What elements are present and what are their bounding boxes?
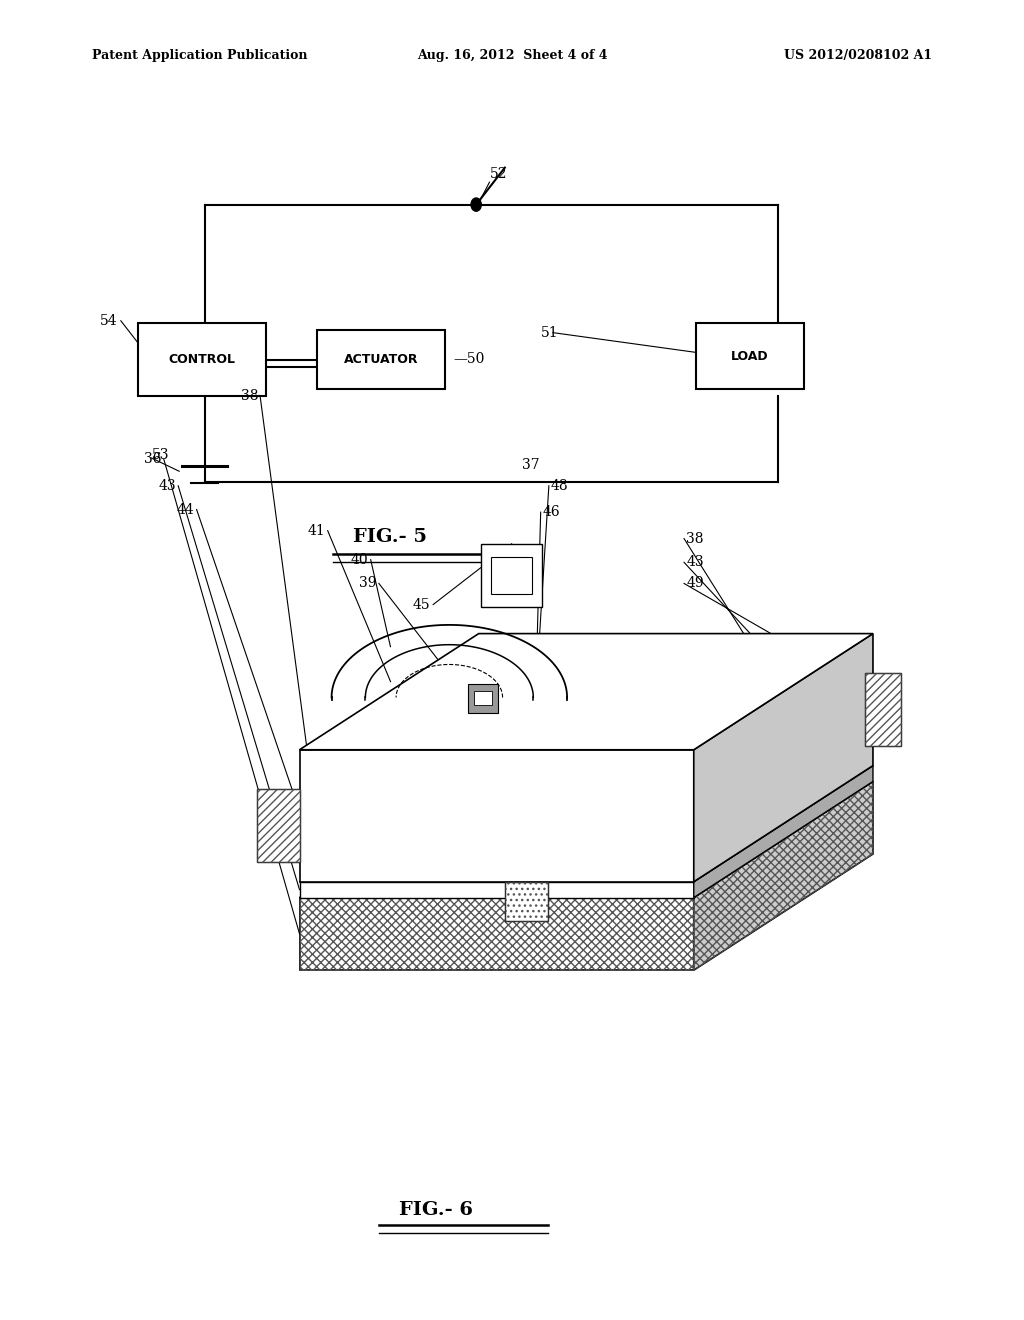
Polygon shape (864, 673, 901, 746)
Text: 49: 49 (686, 577, 703, 590)
Text: 43: 43 (686, 556, 703, 569)
Polygon shape (300, 750, 694, 882)
Polygon shape (694, 781, 872, 970)
Text: LOAD: LOAD (731, 350, 769, 363)
FancyBboxPatch shape (317, 330, 445, 389)
Polygon shape (300, 766, 872, 882)
Polygon shape (505, 882, 548, 921)
Text: 37: 37 (522, 458, 540, 471)
Text: Aug. 16, 2012  Sheet 4 of 4: Aug. 16, 2012 Sheet 4 of 4 (417, 49, 607, 62)
Text: 51: 51 (541, 326, 558, 339)
Circle shape (471, 198, 481, 211)
Text: 41: 41 (308, 524, 326, 537)
Text: 38: 38 (241, 389, 258, 403)
Text: 48: 48 (551, 479, 568, 492)
Text: CONTROL: CONTROL (169, 354, 236, 366)
Polygon shape (300, 882, 694, 898)
Text: 40: 40 (351, 553, 369, 566)
Polygon shape (694, 634, 872, 882)
Text: FIG.- 5: FIG.- 5 (353, 528, 427, 546)
Text: FIG.- 6: FIG.- 6 (399, 1201, 473, 1220)
Text: 39: 39 (359, 577, 377, 590)
Text: 54: 54 (100, 314, 118, 327)
Text: ACTUATOR: ACTUATOR (344, 354, 419, 366)
Polygon shape (300, 634, 872, 750)
Polygon shape (300, 898, 694, 970)
Polygon shape (492, 557, 532, 594)
Text: Patent Application Publication: Patent Application Publication (92, 49, 307, 62)
Polygon shape (300, 781, 872, 898)
Polygon shape (257, 789, 300, 862)
Text: 53: 53 (152, 449, 169, 462)
FancyBboxPatch shape (138, 323, 266, 396)
Polygon shape (474, 692, 493, 705)
Polygon shape (694, 766, 872, 898)
Text: 45: 45 (413, 598, 430, 611)
Polygon shape (468, 684, 499, 713)
Polygon shape (481, 544, 543, 607)
Text: 44: 44 (177, 503, 195, 516)
Text: —50: —50 (454, 352, 485, 366)
Text: 36: 36 (144, 453, 162, 466)
Text: 46: 46 (543, 506, 560, 519)
Text: US 2012/0208102 A1: US 2012/0208102 A1 (783, 49, 932, 62)
Text: 52: 52 (489, 166, 507, 181)
FancyBboxPatch shape (696, 323, 804, 389)
Text: 38: 38 (686, 532, 703, 545)
Text: 43: 43 (159, 479, 176, 492)
